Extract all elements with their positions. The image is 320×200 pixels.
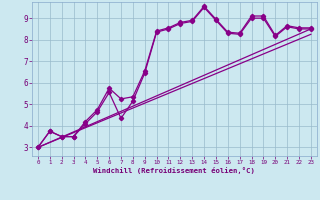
X-axis label: Windchill (Refroidissement éolien,°C): Windchill (Refroidissement éolien,°C): [93, 167, 255, 174]
